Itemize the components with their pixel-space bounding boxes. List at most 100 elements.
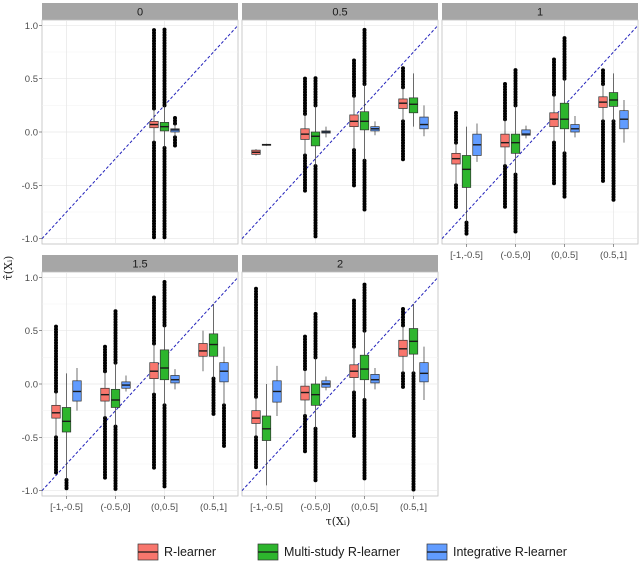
box-0.5-(0.5,1]-Integrative R-learner [419, 105, 429, 137]
box-2-(0,0.5]-R-learner [349, 296, 359, 440]
box-1-(0,0.5]-Multi-study R-learner [559, 36, 570, 201]
box-1.5-[-1,-0.5]-R-learner [51, 323, 61, 477]
x-tick-label: (0,0.5] [351, 502, 378, 513]
box-1-(0,0.5]-Integrative R-learner [570, 116, 580, 138]
reference-line-y-equals-x [241, 24, 439, 240]
box-iqr [370, 374, 380, 384]
legend-label: Multi-study R-learner [284, 545, 400, 559]
x-axis-title: τ(Xᵢ) [326, 515, 351, 528]
facet-strip-label: 1 [537, 7, 543, 19]
facet-strip [442, 3, 638, 20]
box-1.5-(0,0.5]-Multi-study R-learner [159, 277, 170, 491]
y-tick-label: -0.5 [22, 433, 38, 444]
box-1-(0.5,1]-Multi-study R-learner [608, 73, 619, 204]
legend-label: R-learner [164, 545, 216, 559]
box-1.5-[-1,-0.5]-Integrative R-learner [72, 368, 82, 411]
legend: R-learner Multi-study R-learner Integrativ… [137, 543, 567, 561]
reference-line-y-equals-x [41, 24, 239, 240]
box-0.5-(-0.5,0]-Integrative R-learner [321, 126, 331, 138]
y-tick-label: 1.0 [25, 21, 38, 32]
box-1-(0.5,1]-R-learner [598, 66, 608, 185]
box-iqr [159, 349, 170, 381]
x-tick-label: (0.5,1] [600, 250, 627, 261]
box-0-(0,0.5]-R-learner [149, 27, 159, 240]
facet-strip [42, 3, 238, 20]
box-iqr [219, 362, 229, 383]
facet-panels: 0 1.0 0.5 0.0 -0.5 -1.0 0.5 1 [-1,-0.5] (-0.5,0] (… [22, 3, 639, 513]
box-iqr [500, 133, 510, 148]
box-1.5-(0,0.5]-Integrative R-learner [170, 369, 180, 390]
y-tick-label: -1.0 [22, 486, 38, 497]
x-tick-label: (-0.5,0] [300, 502, 330, 513]
box-1.5-(-0.5,0]-Multi-study R-learner [110, 307, 121, 493]
box-2-(-0.5,0]-Integrative R-learner [321, 376, 331, 391]
box-1-[-1,-0.5]-R-learner [451, 108, 461, 211]
facet-strip-label: 1.5 [132, 259, 147, 271]
box-iqr [51, 404, 61, 419]
box-1-(-0.5,0]-Multi-study R-learner [510, 66, 521, 236]
legend-item-integrative-r-learner: Integrative R-learner [426, 543, 567, 561]
y-tick-label: 1.0 [25, 273, 38, 284]
box-iqr [419, 116, 429, 130]
box-iqr [521, 129, 531, 136]
y-tick-label: 0.5 [25, 74, 38, 85]
box-2-[-1,-0.5]-Integrative R-learner [272, 365, 282, 416]
x-tick-label: [-1,-0.5] [250, 502, 283, 513]
box-1-[-1,-0.5]-Multi-study R-learner [461, 126, 472, 238]
box-iqr [461, 155, 472, 188]
box-1-(-0.5,0]-R-learner [500, 82, 510, 211]
x-tick-label: (0.5,1] [400, 502, 427, 513]
box-1.5-(-0.5,0]-Integrative R-learner [121, 375, 131, 392]
box-0.5-(0.5,1]-Multi-study R-learner [408, 73, 419, 127]
box-iqr [510, 133, 521, 154]
legend-item-r-learner: R-learner [137, 543, 216, 561]
box-iqr [61, 407, 72, 433]
box-2-[-1,-0.5]-Multi-study R-learner [261, 384, 272, 486]
box-0.5-[-1,-0.5]-R-learner [251, 149, 261, 156]
legend-label: Integrative R-learner [453, 545, 567, 559]
panel-1: 1 [-1,-0.5] (-0.5,0] (0,0.5] (0.5,1] [441, 3, 639, 261]
panel-0.5: 0.5 [241, 3, 439, 245]
box-1-(-0.5,0]-Integrative R-learner [521, 125, 531, 139]
panel-2: 2 [-1,-0.5] (-0.5,0] (0,0.5] (0.5,1] [241, 255, 439, 513]
box-0.5-[-1,-0.5]-Multi-study R-learner [261, 143, 272, 146]
box-iqr [198, 343, 208, 357]
box-2-(0.5,1]-R-learner [398, 305, 408, 392]
facet-strip [242, 3, 438, 20]
box-1.5-(0.5,1]-Integrative R-learner [219, 346, 229, 450]
box-2-(0.5,1]-Multi-study R-learner [408, 304, 419, 493]
box-1.5-[-1,-0.5]-Multi-study R-learner [61, 373, 72, 493]
x-tick-label: (0,0.5] [551, 250, 578, 261]
reference-line-y-equals-x [41, 276, 239, 492]
box-0-(0,0.5]-Multi-study R-learner [159, 25, 170, 241]
box-2-(0.5,1]-Integrative R-learner [419, 346, 429, 400]
box-2-[-1,-0.5]-R-learner [251, 286, 261, 470]
box-0-(0,0.5]-Integrative R-learner [170, 115, 180, 149]
box-2-(0,0.5]-Integrative R-learner [370, 368, 380, 390]
box-1-[-1,-0.5]-Integrative R-learner [472, 123, 482, 162]
box-iqr [310, 131, 321, 147]
box-0.5-(-0.5,0]-Multi-study R-learner [310, 74, 321, 239]
box-0.5-(0,0.5]-Integrative R-learner [370, 121, 380, 136]
x-tick-label: (-0.5,0] [500, 250, 530, 261]
box-1-(0,0.5]-R-learner [549, 55, 559, 188]
box-1.5-(0,0.5]-R-learner [149, 294, 159, 472]
y-tick-label: 0.5 [25, 326, 38, 337]
x-tick-label: [-1,-0.5] [50, 502, 83, 513]
reference-line-y-equals-x [441, 24, 639, 240]
box-0.5-(-0.5,0]-R-learner [300, 76, 310, 193]
box-1.5-(-0.5,0]-R-learner [100, 344, 110, 482]
y-tick-label: -0.5 [22, 181, 38, 192]
facet-strip [242, 255, 438, 272]
facet-strip [42, 255, 238, 272]
box-0.5-(0,0.5]-Multi-study R-learner [359, 25, 370, 214]
box-iqr [251, 410, 261, 424]
panel-1.5: 1.5 1.0 0.5 0.0 -0.5 -1.0 [-1,-0.5] (-0.5,0] (0,… [22, 255, 239, 513]
x-tick-label: (0,0.5] [151, 502, 178, 513]
box-1-(0.5,1]-Integrative R-learner [619, 100, 629, 143]
box-2-(0,0.5]-Multi-study R-learner [359, 280, 370, 482]
x-tick-label: (0.5,1] [200, 502, 227, 513]
x-tick-label: [-1,-0.5] [450, 250, 483, 261]
panel-0: 0 1.0 0.5 0.0 -0.5 -1.0 [22, 3, 239, 245]
